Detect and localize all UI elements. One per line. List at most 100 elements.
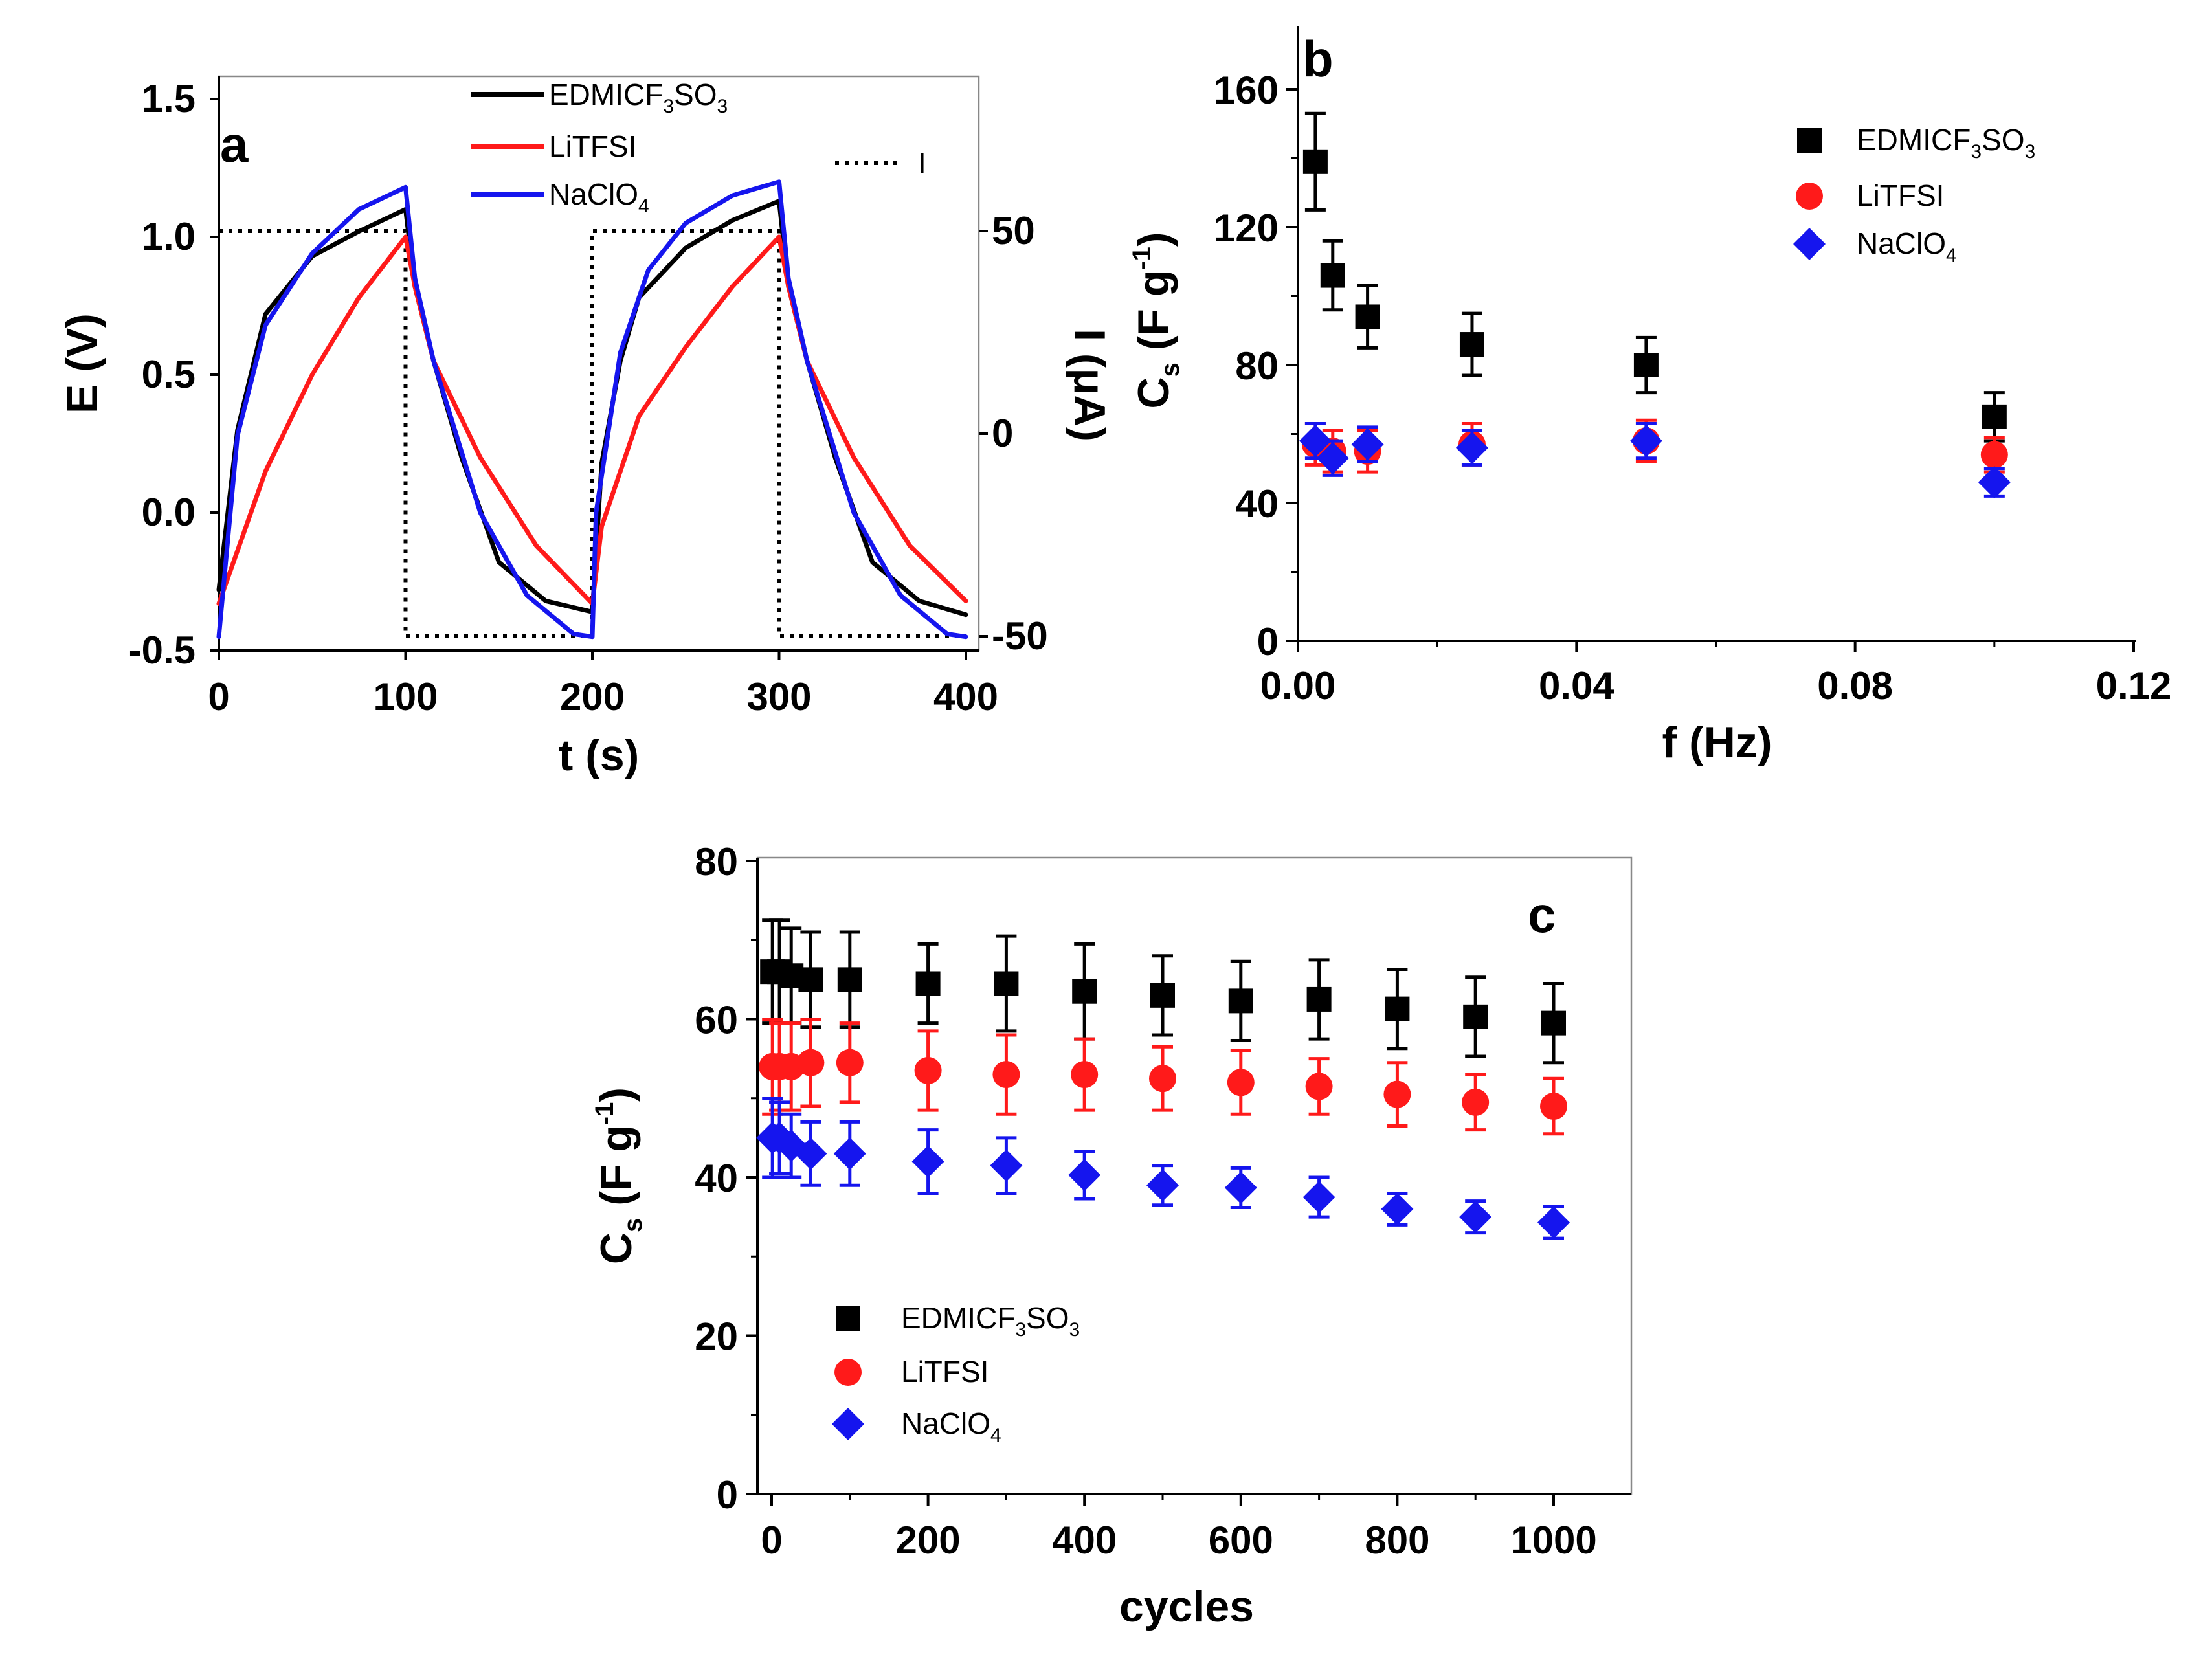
legend-marker: [832, 1408, 864, 1440]
data-point: [1072, 979, 1097, 1004]
data-point: [1537, 1206, 1570, 1239]
panel-a: 0 100 200 300 400 -0.5 0.0 0.5 1.0 1.5 -50 0 50 t (s)…: [58, 75, 1114, 780]
y-tick-label: 60: [695, 999, 738, 1042]
x-tick-label: 400: [933, 675, 998, 718]
legend-label: EDMICF3SO3: [549, 78, 728, 117]
data-point: [1302, 1181, 1335, 1214]
y-tick-label: 40: [1235, 482, 1279, 526]
legend-subscript: 3: [717, 96, 728, 117]
legend-label-main: EDMICF: [549, 78, 663, 111]
y-tick-label: 1.0: [142, 215, 196, 258]
panel-letter-c: c: [1528, 886, 1556, 943]
legend-label-mid: SO: [674, 78, 717, 111]
legend-label: NaClO4: [549, 177, 649, 217]
data-point: [1462, 1088, 1490, 1116]
legend-label: LiTFSI: [901, 1355, 989, 1388]
series-EDMICF3SO3: [1302, 111, 2007, 443]
x-tick-label: 1000: [1510, 1519, 1596, 1562]
x-axis-label: f (Hz): [1662, 718, 1772, 767]
legend-label-main: NaClO: [1857, 227, 1946, 260]
y2-tick-label: 50: [992, 209, 1035, 252]
data-point: [992, 1061, 1020, 1089]
data-point: [797, 1049, 825, 1076]
y-tick-label: 40: [695, 1157, 738, 1200]
data-point: [1316, 441, 1349, 474]
y2-tick-label: -50: [992, 614, 1048, 658]
series-LiTFSI: [759, 1018, 1567, 1136]
data-point: [1302, 149, 1328, 174]
y-axis-label-main: C: [1129, 377, 1178, 408]
legend-label: LiTFSI: [549, 129, 636, 163]
data-point: [836, 1049, 864, 1076]
legend-label: EDMICF3SO3: [901, 1301, 1080, 1341]
data-point: [1629, 425, 1662, 458]
legend-marker: [1797, 128, 1822, 153]
y-tick-label: 160: [1214, 69, 1279, 112]
data-point: [833, 1137, 866, 1170]
data-point: [990, 1149, 1023, 1182]
data-point: [1459, 332, 1484, 357]
x-tick-label: 0: [761, 1519, 782, 1562]
legend-label: NaClO4: [1857, 227, 1957, 266]
legend-subscript: 3: [2024, 141, 2035, 162]
legend-marker: [1793, 228, 1826, 260]
series-NaClO4: [756, 1097, 1570, 1240]
x-tick-label: 600: [1209, 1519, 1273, 1562]
current-series-line: [219, 229, 966, 638]
series-NaClO4: [1299, 422, 2011, 499]
data-point: [1633, 353, 1659, 377]
x-tick-label: 0.08: [1817, 664, 1893, 707]
data-point: [1541, 1010, 1566, 1036]
data-point: [1320, 263, 1345, 288]
y-tick-label: 120: [1214, 206, 1279, 250]
data-point: [1224, 1171, 1257, 1204]
data-point: [911, 1145, 944, 1178]
legend-label: NaClO4: [901, 1407, 1001, 1446]
data-point: [1306, 986, 1332, 1012]
data-point: [794, 1137, 827, 1170]
legend-subscript: 3: [1069, 1319, 1080, 1341]
x-tick-label: 0.04: [1539, 664, 1614, 707]
y-tick-label: 80: [1235, 344, 1279, 388]
legend-marker: [1796, 183, 1823, 210]
y-tick-label: 1.5: [142, 77, 196, 120]
legend-label-main: NaClO: [549, 177, 638, 211]
legend-label-mid: SO: [1982, 123, 2024, 157]
x-tick-label: 800: [1365, 1519, 1429, 1562]
data-point: [1463, 1004, 1488, 1029]
data-point: [1383, 1080, 1411, 1108]
data-point: [1355, 304, 1380, 329]
data-point: [1385, 996, 1410, 1021]
y-tick-label: -0.5: [129, 629, 196, 672]
legend-label: LiTFSI: [1857, 179, 1944, 212]
y-axis-label-subscript: s: [619, 1218, 647, 1232]
legend-label-main: NaClO: [901, 1407, 990, 1440]
y-axis-label-superscript: -1: [590, 1102, 619, 1126]
legend-subscript: 4: [1946, 245, 1957, 266]
data-point: [837, 967, 862, 992]
y-axis-label-unit: (F g: [592, 1125, 641, 1218]
y-tick-label: 20: [695, 1315, 738, 1359]
data-point: [915, 971, 941, 996]
y-axis-label-unit: (F g: [1129, 270, 1178, 363]
data-point: [798, 967, 823, 992]
y-tick-label: 0: [1257, 620, 1279, 663]
data-point: [1982, 404, 2007, 429]
legend-label-main: LiTFSI: [549, 129, 636, 163]
x-tick-label: 300: [746, 675, 811, 718]
legend-subscript: 3: [663, 96, 674, 117]
data-point: [1459, 1201, 1492, 1234]
data-point: [1149, 1065, 1176, 1093]
y-tick-label: 80: [695, 840, 738, 884]
data-point: [1351, 428, 1384, 461]
legend-label-main: EDMICF: [901, 1301, 1015, 1335]
y-tick-label: 0.5: [142, 353, 196, 396]
data-point: [1071, 1061, 1099, 1089]
x-tick-label: 200: [896, 1519, 961, 1562]
y-axis-label-close: ): [592, 1087, 641, 1102]
y-tick-label: 0.0: [142, 491, 196, 534]
y-axis-label: Cs (F g-1): [590, 1087, 647, 1264]
data-point: [1305, 1073, 1333, 1100]
data-point: [1150, 983, 1175, 1008]
